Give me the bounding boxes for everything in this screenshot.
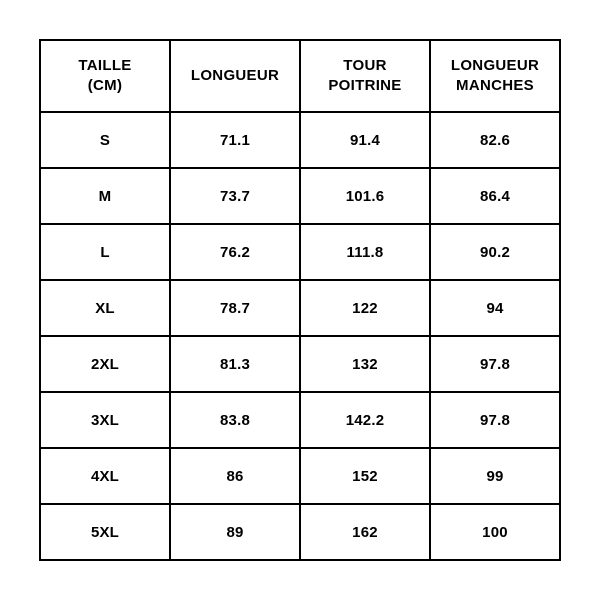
column-header-taille: TAILLE (CM) [40, 40, 170, 112]
cell-longueur: 81.3 [170, 336, 300, 392]
table-row: 3XL 83.8 142.2 97.8 [40, 392, 560, 448]
cell-longueur: 86 [170, 448, 300, 504]
table-row: XL 78.7 122 94 [40, 280, 560, 336]
cell-longueur-manches: 97.8 [430, 392, 560, 448]
cell-size: XL [40, 280, 170, 336]
cell-longueur: 78.7 [170, 280, 300, 336]
cell-longueur-manches: 90.2 [430, 224, 560, 280]
cell-size: L [40, 224, 170, 280]
table-row: 5XL 89 162 100 [40, 504, 560, 560]
cell-size: 3XL [40, 392, 170, 448]
cell-longueur: 89 [170, 504, 300, 560]
size-chart-table: TAILLE (CM) LONGUEUR TOUR POITRINE LONGU… [39, 39, 561, 561]
cell-size: S [40, 112, 170, 168]
cell-longueur-manches: 99 [430, 448, 560, 504]
cell-longueur: 83.8 [170, 392, 300, 448]
table-header: TAILLE (CM) LONGUEUR TOUR POITRINE LONGU… [40, 40, 560, 112]
table-header-row: TAILLE (CM) LONGUEUR TOUR POITRINE LONGU… [40, 40, 560, 112]
cell-size: 5XL [40, 504, 170, 560]
cell-size: 2XL [40, 336, 170, 392]
column-header-longueur: LONGUEUR [170, 40, 300, 112]
table-row: L 76.2 111.8 90.2 [40, 224, 560, 280]
size-chart-wrapper: TAILLE (CM) LONGUEUR TOUR POITRINE LONGU… [39, 39, 561, 561]
cell-longueur: 71.1 [170, 112, 300, 168]
column-header-tour-poitrine: TOUR POITRINE [300, 40, 430, 112]
cell-longueur-manches: 86.4 [430, 168, 560, 224]
cell-tour-poitrine: 152 [300, 448, 430, 504]
column-header-longueur-manches: LONGUEUR MANCHES [430, 40, 560, 112]
table-row: 2XL 81.3 132 97.8 [40, 336, 560, 392]
cell-longueur-manches: 100 [430, 504, 560, 560]
table-row: S 71.1 91.4 82.6 [40, 112, 560, 168]
cell-tour-poitrine: 91.4 [300, 112, 430, 168]
cell-tour-poitrine: 122 [300, 280, 430, 336]
cell-longueur-manches: 82.6 [430, 112, 560, 168]
cell-tour-poitrine: 111.8 [300, 224, 430, 280]
cell-size: M [40, 168, 170, 224]
table-body: S 71.1 91.4 82.6 M 73.7 101.6 86.4 L 76.… [40, 112, 560, 560]
cell-tour-poitrine: 101.6 [300, 168, 430, 224]
cell-longueur: 73.7 [170, 168, 300, 224]
cell-longueur: 76.2 [170, 224, 300, 280]
cell-longueur-manches: 97.8 [430, 336, 560, 392]
cell-tour-poitrine: 162 [300, 504, 430, 560]
cell-longueur-manches: 94 [430, 280, 560, 336]
cell-size: 4XL [40, 448, 170, 504]
table-row: M 73.7 101.6 86.4 [40, 168, 560, 224]
cell-tour-poitrine: 142.2 [300, 392, 430, 448]
cell-tour-poitrine: 132 [300, 336, 430, 392]
table-row: 4XL 86 152 99 [40, 448, 560, 504]
